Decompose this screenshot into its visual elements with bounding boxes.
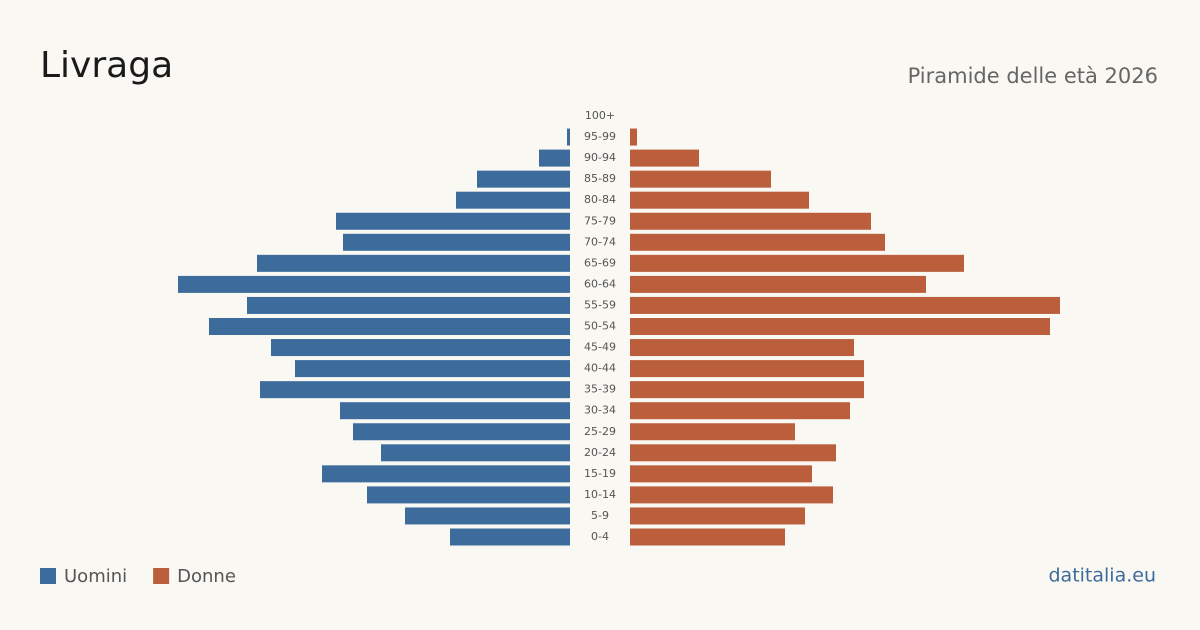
age-label: 35-39 — [584, 383, 616, 396]
age-label: 85-89 — [584, 172, 616, 185]
age-label: 95-99 — [584, 130, 616, 143]
bar — [630, 339, 854, 357]
legend-label: Uomini — [64, 566, 127, 587]
bar — [630, 444, 836, 462]
age-label: 20-24 — [584, 446, 616, 459]
age-label: 75-79 — [584, 214, 616, 227]
age-label: 60-64 — [584, 277, 616, 290]
bar — [630, 360, 864, 378]
bar — [630, 170, 771, 188]
bar — [630, 507, 805, 525]
bar — [539, 149, 570, 167]
bar — [477, 170, 570, 188]
bar — [630, 191, 809, 209]
chart-title: Livraga — [40, 45, 173, 86]
bar — [295, 360, 570, 378]
bar — [336, 212, 570, 230]
age-label: 80-84 — [584, 193, 616, 206]
bar — [630, 318, 1050, 335]
bar — [178, 275, 570, 293]
bar — [630, 381, 864, 399]
legend-swatch — [40, 568, 56, 584]
age-label: 25-29 — [584, 425, 616, 438]
age-label: 100+ — [585, 109, 615, 122]
age-label: 40-44 — [584, 362, 616, 375]
bar — [405, 507, 570, 525]
age-label: 0-4 — [591, 530, 609, 543]
source: datitalia.eu — [1049, 565, 1157, 587]
bar — [630, 212, 871, 230]
bar — [630, 128, 637, 146]
age-label: 10-14 — [584, 488, 616, 501]
bar — [630, 465, 812, 483]
bar — [630, 402, 850, 420]
bar — [630, 528, 785, 546]
bar — [322, 465, 570, 483]
age-label: 30-34 — [584, 404, 616, 417]
bar — [456, 191, 570, 209]
legend-label: Donne — [177, 566, 236, 587]
bar — [567, 128, 570, 146]
bar — [343, 233, 570, 251]
bar — [630, 233, 885, 251]
age-label: 70-74 — [584, 235, 616, 248]
bar — [630, 149, 699, 167]
bar — [630, 296, 1060, 314]
bar — [247, 296, 570, 314]
bar — [381, 444, 570, 462]
bar — [630, 275, 926, 293]
bar — [257, 254, 570, 272]
age-label: 90-94 — [584, 151, 616, 164]
bar — [630, 486, 833, 504]
bar — [260, 381, 570, 399]
age-label: 15-19 — [584, 467, 616, 480]
legend-swatch — [153, 568, 170, 584]
age-label: 5-9 — [591, 509, 609, 522]
bar — [353, 423, 570, 441]
bar — [630, 254, 964, 272]
bar — [340, 402, 570, 420]
bar — [271, 339, 570, 357]
bar — [209, 318, 570, 335]
bar — [630, 423, 795, 441]
age-label: 45-49 — [584, 341, 616, 354]
age-label: 55-59 — [584, 298, 616, 311]
chart-subtitle: Piramide delle età 2026 — [908, 64, 1158, 88]
age-label: 50-54 — [584, 320, 616, 333]
bar — [367, 486, 570, 504]
bar — [450, 528, 570, 546]
age-label: 65-69 — [584, 256, 616, 269]
